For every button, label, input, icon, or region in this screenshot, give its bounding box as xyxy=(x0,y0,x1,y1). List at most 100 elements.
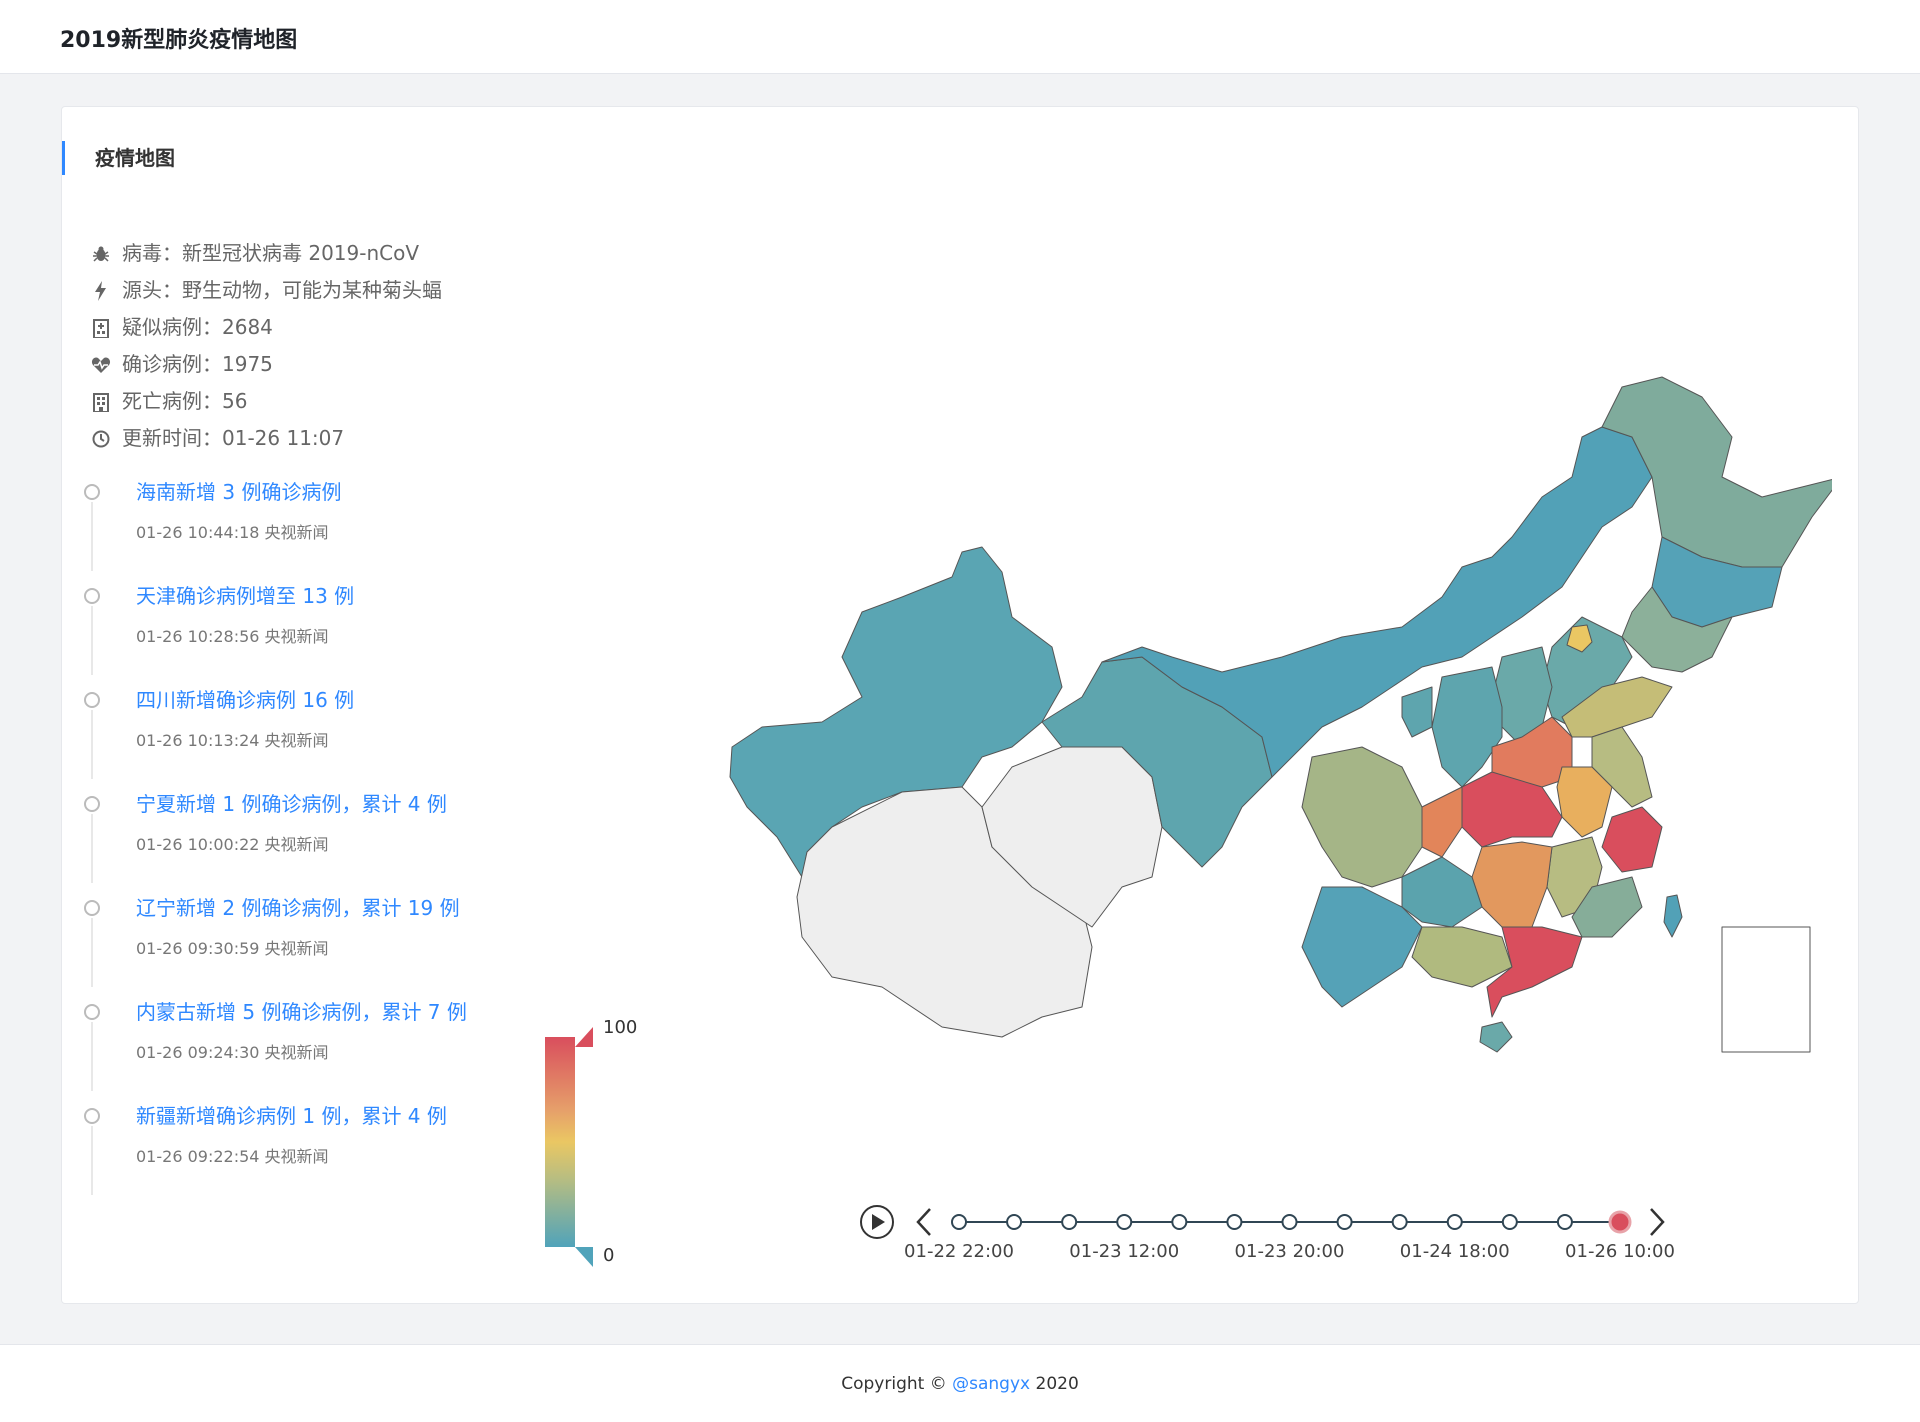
region-liaoning xyxy=(1621,586,1733,673)
bolt-icon xyxy=(90,280,112,302)
region-taiwan xyxy=(1663,894,1683,938)
timeline-node[interactable] xyxy=(1501,1214,1518,1230)
timeline-node[interactable] xyxy=(1446,1214,1463,1230)
play-button[interactable] xyxy=(860,1205,894,1239)
suspected-info: 疑似病例：2684 xyxy=(90,309,442,346)
list-item: 天津确诊病例增至 13 例 01-26 10:28:56 央视新闻 xyxy=(84,571,467,675)
update-time-info: 更新时间：01-26 11:07 xyxy=(90,420,442,457)
info-panel: 病毒：新型冠状病毒 2019-nCoV 源头：野生动物，可能为某种菊头蝠 疑似病… xyxy=(90,235,442,457)
news-meta: 01-26 09:22:54 央视新闻 xyxy=(136,1147,329,1166)
legend-min-handle[interactable] xyxy=(575,1247,593,1267)
timeline-dot xyxy=(84,1108,100,1124)
heartbeat-icon xyxy=(90,354,112,376)
card-title: 疫情地图 xyxy=(62,141,175,175)
news-meta: 01-26 10:00:22 央视新闻 xyxy=(136,835,329,854)
copyright-year: 2020 xyxy=(1035,1374,1079,1394)
south-china-sea-inset xyxy=(1721,926,1811,1053)
timeline-dot xyxy=(84,692,100,708)
region-guangxi xyxy=(1411,926,1513,988)
page-title: 2019新型肺炎疫情地图 xyxy=(60,28,298,53)
region-beijing xyxy=(1566,624,1593,653)
news-meta: 01-26 10:44:18 央视新闻 xyxy=(136,523,329,542)
list-item: 内蒙古新增 5 例确诊病例，累计 7 例 01-26 09:24:30 央视新闻 xyxy=(84,987,467,1091)
confirmed-info: 确诊病例：1975 xyxy=(90,346,442,383)
list-item: 宁夏新增 1 例确诊病例，累计 4 例 01-26 10:00:22 央视新闻 xyxy=(84,779,467,883)
region-shaanxi xyxy=(1431,666,1503,788)
region-yunnan xyxy=(1301,886,1423,1008)
timeline-node[interactable] xyxy=(951,1214,967,1230)
news-link[interactable]: 辽宁新增 2 例确诊病例，累计 19 例 xyxy=(136,896,460,920)
next-button[interactable] xyxy=(1650,1208,1665,1236)
region-shandong xyxy=(1561,676,1673,738)
building-icon xyxy=(90,391,112,413)
region-guizhou xyxy=(1401,856,1483,928)
news-meta: 01-26 10:28:56 央视新闻 xyxy=(136,627,329,646)
timeline-node[interactable] xyxy=(1061,1214,1078,1230)
timeline-node[interactable] xyxy=(1006,1214,1023,1230)
region-inner-mongolia xyxy=(1101,426,1653,778)
timeline-node[interactable] xyxy=(1116,1214,1133,1230)
copyright-prefix: Copyright © xyxy=(841,1374,947,1394)
news-timeline: 海南新增 3 例确诊病例 01-26 10:44:18 央视新闻 天津确诊病例增… xyxy=(84,467,467,1195)
source-info: 源头：野生动物，可能为某种菊头蝠 xyxy=(90,272,442,309)
timeline-label: 01-23 12:00 xyxy=(1069,1241,1179,1262)
news-link[interactable]: 海南新增 3 例确诊病例 xyxy=(136,480,342,504)
news-link[interactable]: 新疆新增确诊病例 1 例，累计 4 例 xyxy=(136,1104,447,1128)
bug-icon xyxy=(90,243,112,265)
region-anhui xyxy=(1556,766,1613,838)
list-item: 四川新增确诊病例 16 例 01-26 10:13:24 央视新闻 xyxy=(84,675,467,779)
clock-icon xyxy=(90,428,112,450)
list-item: 海南新增 3 例确诊病例 01-26 10:44:18 央视新闻 xyxy=(84,467,467,571)
news-meta: 01-26 09:30:59 央视新闻 xyxy=(136,939,329,958)
prev-button[interactable] xyxy=(916,1208,931,1236)
timeline-node-current[interactable] xyxy=(1608,1210,1632,1234)
timeline-node[interactable] xyxy=(1556,1214,1573,1230)
timeline-dot xyxy=(84,484,100,500)
region-zhejiang xyxy=(1601,806,1663,873)
timeline-node[interactable] xyxy=(1281,1214,1298,1230)
region-fujian xyxy=(1571,876,1643,938)
timeline-label: 01-22 22:00 xyxy=(904,1241,1014,1262)
timeline-label: 01-23 20:00 xyxy=(1235,1241,1345,1262)
legend-max-handle[interactable] xyxy=(575,1027,593,1047)
timeline-dot xyxy=(84,1004,100,1020)
hospital-icon xyxy=(90,317,112,339)
region-hunan xyxy=(1471,841,1553,928)
news-link[interactable]: 四川新增确诊病例 16 例 xyxy=(136,688,355,712)
region-hainan xyxy=(1479,1021,1513,1053)
timeline-node[interactable] xyxy=(1391,1214,1408,1230)
legend-min-label: 0 xyxy=(603,1245,615,1266)
region-tibet xyxy=(796,786,1093,1038)
news-meta: 01-26 10:13:24 央视新闻 xyxy=(136,731,329,750)
region-chongqing xyxy=(1421,786,1463,858)
timeline-svg: 01-22 22:00 01-23 12:00 01-23 20:00 01-24 1… xyxy=(860,1205,1675,1262)
list-item: 新疆新增确诊病例 1 例，累计 4 例 01-26 09:22:54 央视新闻 xyxy=(84,1091,467,1195)
timeline-dot xyxy=(84,588,100,604)
legend-gradient-bar[interactable] xyxy=(545,1037,575,1247)
news-link[interactable]: 内蒙古新增 5 例确诊病例，累计 7 例 xyxy=(136,1000,467,1024)
timeline-dot xyxy=(84,900,100,916)
region-ningxia xyxy=(1401,686,1433,738)
news-link[interactable]: 天津确诊病例增至 13 例 xyxy=(136,584,355,608)
news-link[interactable]: 宁夏新增 1 例确诊病例，累计 4 例 xyxy=(136,792,447,816)
list-item: 辽宁新增 2 例确诊病例，累计 19 例 01-26 09:30:59 央视新闻 xyxy=(84,883,467,987)
legend-max-label: 100 xyxy=(603,1017,638,1038)
virus-info: 病毒：新型冠状病毒 2019-nCoV xyxy=(90,235,442,272)
region-hubei xyxy=(1461,771,1563,848)
visual-map-legend[interactable]: 100 0 xyxy=(545,1017,665,1267)
top-bar: 2019新型肺炎疫情地图 xyxy=(0,0,1920,74)
timeline-node[interactable] xyxy=(1171,1214,1188,1230)
author-link[interactable]: @sangyx xyxy=(952,1374,1031,1394)
news-meta: 01-26 09:24:30 央视新闻 xyxy=(136,1043,329,1062)
china-map[interactable] xyxy=(702,327,1843,1287)
timeline-label: 01-24 18:00 xyxy=(1400,1241,1510,1262)
timeline-label: 01-26 10:00 xyxy=(1565,1241,1675,1262)
timeline-dot xyxy=(84,796,100,812)
footer: Copyright © @sangyx 2020 xyxy=(0,1344,1920,1422)
region-sichuan xyxy=(1301,746,1423,888)
timeline-player: 01-22 22:00 01-23 12:00 01-23 20:00 01-24 1… xyxy=(812,1197,1712,1267)
timeline-node[interactable] xyxy=(1226,1214,1243,1230)
region-guangdong xyxy=(1486,926,1583,1018)
map-card: 疫情地图 病毒：新型冠状病毒 2019-nCoV 源头：野生动物，可能为某种菊头… xyxy=(61,106,1859,1304)
timeline-node[interactable] xyxy=(1336,1214,1353,1230)
